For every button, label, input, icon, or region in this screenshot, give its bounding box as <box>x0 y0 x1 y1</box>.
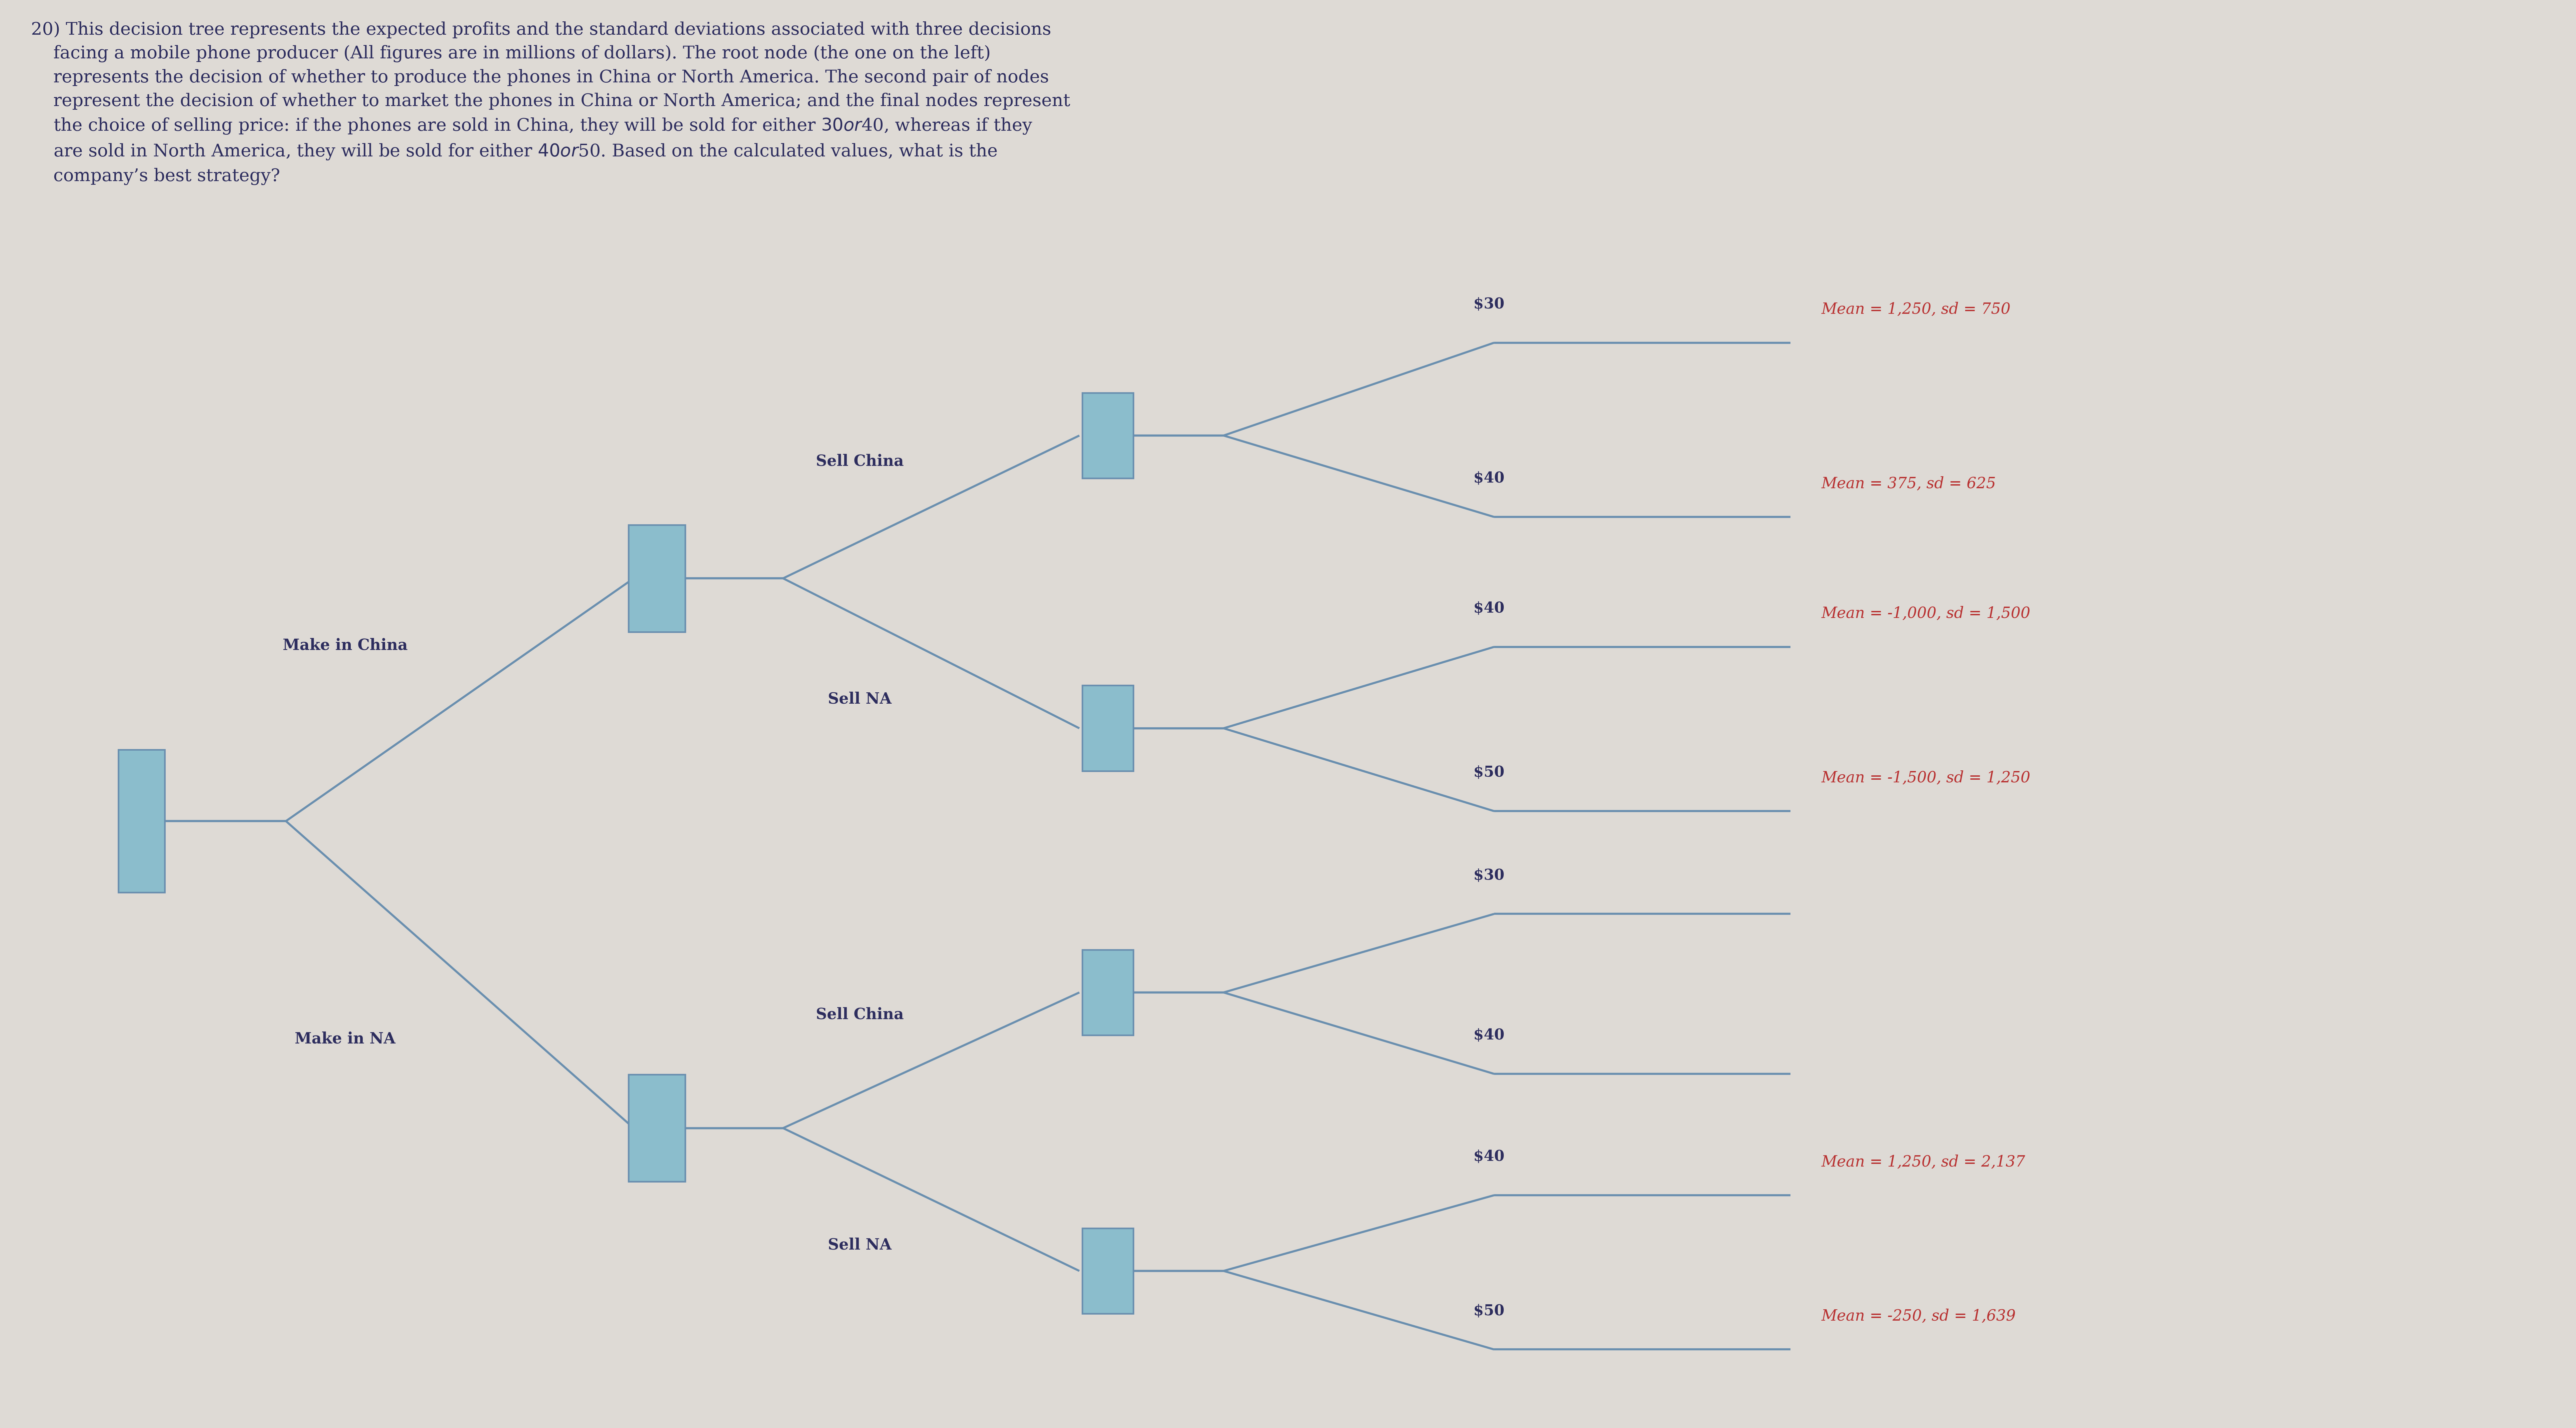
Text: Sell NA: Sell NA <box>827 691 891 707</box>
Text: $30: $30 <box>1473 297 1504 311</box>
FancyBboxPatch shape <box>1082 950 1133 1035</box>
Text: $50: $50 <box>1473 1304 1504 1318</box>
FancyBboxPatch shape <box>1082 393 1133 478</box>
FancyBboxPatch shape <box>629 1074 685 1182</box>
Text: Mean = -250, sd = 1,639: Mean = -250, sd = 1,639 <box>1821 1308 2017 1324</box>
Text: $50: $50 <box>1473 765 1504 780</box>
Text: Mean = 1,250, sd = 750: Mean = 1,250, sd = 750 <box>1821 301 2012 317</box>
Text: $40: $40 <box>1473 1150 1504 1164</box>
Text: $30: $30 <box>1473 868 1504 883</box>
Text: Sell China: Sell China <box>817 1007 904 1022</box>
Text: Mean = 375, sd = 625: Mean = 375, sd = 625 <box>1821 476 1996 491</box>
FancyBboxPatch shape <box>1082 1228 1133 1314</box>
Text: Sell NA: Sell NA <box>827 1238 891 1252</box>
Text: Make in NA: Make in NA <box>294 1031 397 1047</box>
Text: Make in China: Make in China <box>283 638 407 653</box>
Text: Mean = -1,000, sd = 1,500: Mean = -1,000, sd = 1,500 <box>1821 605 2030 621</box>
FancyBboxPatch shape <box>1082 685 1133 771</box>
FancyBboxPatch shape <box>629 526 685 631</box>
Text: $40: $40 <box>1473 1028 1504 1042</box>
Text: $40: $40 <box>1473 601 1504 615</box>
Text: Sell China: Sell China <box>817 454 904 468</box>
Text: Mean = -1,500, sd = 1,250: Mean = -1,500, sd = 1,250 <box>1821 770 2030 785</box>
Text: 20) This decision tree represents the expected profits and the standard deviatio: 20) This decision tree represents the ex… <box>31 21 1069 186</box>
Text: $40: $40 <box>1473 471 1504 486</box>
FancyBboxPatch shape <box>118 750 165 892</box>
Text: Mean = 1,250, sd = 2,137: Mean = 1,250, sd = 2,137 <box>1821 1154 2025 1170</box>
